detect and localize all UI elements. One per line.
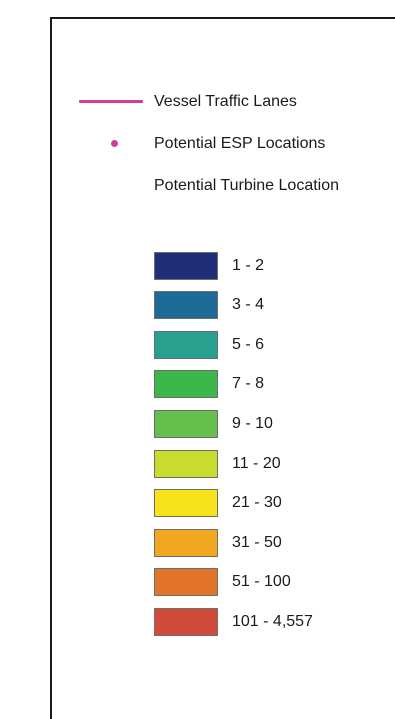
legend-swatch [154,252,218,280]
legend-swatch [154,568,218,596]
legend-range-label: 11 - 20 [232,455,281,472]
legend-class-row: 31 - 50 [154,529,282,557]
legend-range-label: 5 - 6 [232,336,265,353]
legend-swatch [154,370,218,398]
legend-range-label: 1 - 2 [232,257,265,274]
legend-class-row: 9 - 10 [154,410,273,438]
legend-swatch [154,450,218,478]
legend-class-row: 7 - 8 [154,370,264,398]
legend-swatch [154,489,218,517]
legend-class-row: 11 - 20 [154,450,281,478]
legend-swatch [154,608,218,636]
legend-class-row: 3 - 4 [154,291,264,319]
legend-swatch [154,331,218,359]
legend-class-row: 51 - 100 [154,568,291,596]
vessel-lanes-label: Vessel Traffic Lanes [154,93,297,110]
legend-range-label: 51 - 100 [232,573,291,590]
legend-range-label: 101 - 4,557 [232,613,313,630]
legend-class-row: 5 - 6 [154,331,264,359]
legend-range-label: 21 - 30 [232,494,282,511]
legend-class-row: 1 - 2 [154,252,264,280]
map-frame [50,17,395,719]
legend-range-label: 31 - 50 [232,534,282,551]
legend-range-label: 7 - 8 [232,375,265,392]
vessel-lane-symbol [79,100,143,103]
turbine-locations-label: Potential Turbine Location [154,177,340,194]
legend-swatch [154,291,218,319]
legend-range-label: 9 - 10 [232,415,273,432]
legend-swatch [154,529,218,557]
legend-swatch [154,410,218,438]
esp-locations-label: Potential ESP Locations [154,135,326,152]
esp-location-symbol [111,140,118,147]
legend-range-label: 3 - 4 [232,296,265,313]
legend-class-row: 21 - 30 [154,489,282,517]
legend-class-row: 101 - 4,557 [154,608,313,636]
